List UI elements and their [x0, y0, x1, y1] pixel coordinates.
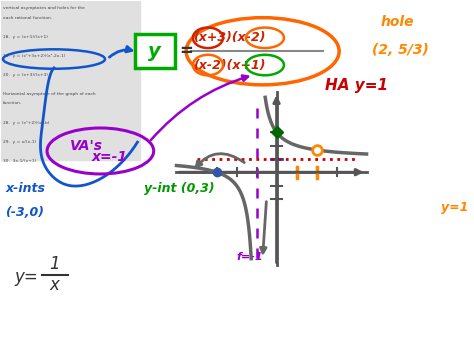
- Text: 29.  y = x/(x-1): 29. y = x/(x-1): [3, 140, 36, 144]
- Text: y=1: y=1: [441, 201, 468, 214]
- Text: x-ints: x-ints: [5, 182, 46, 195]
- Text: y: y: [148, 42, 161, 61]
- Text: =: =: [179, 42, 193, 60]
- Text: 18.  y = (x+1)/(x+1): 18. y = (x+1)/(x+1): [3, 35, 48, 39]
- Text: 20.  y = (x+3)/(x+3): 20. y = (x+3)/(x+3): [3, 73, 48, 77]
- Text: y=: y=: [15, 268, 38, 285]
- FancyBboxPatch shape: [135, 34, 174, 68]
- Text: vertical asymptotes and holes for the: vertical asymptotes and holes for the: [3, 6, 85, 10]
- Text: 1: 1: [49, 255, 59, 273]
- Text: f=-1: f=-1: [236, 252, 263, 262]
- Text: 19.  y = (x²+3x+2)/(x²-2x-1): 19. y = (x²+3x+2)/(x²-2x-1): [3, 54, 65, 58]
- Text: HA y=1: HA y=1: [325, 78, 388, 93]
- Text: each rational function.: each rational function.: [3, 16, 52, 20]
- Text: hole: hole: [381, 15, 414, 29]
- Text: x: x: [49, 276, 59, 294]
- Text: function.: function.: [3, 102, 22, 105]
- Bar: [0, 1, 140, 160]
- Text: 30.  3x-1/(x+1): 30. 3x-1/(x+1): [3, 159, 36, 163]
- Text: 28.  y = (x²+2)/(x²-b): 28. y = (x²+2)/(x²-b): [3, 121, 49, 125]
- Text: (x-2)(x+1): (x-2)(x+1): [193, 59, 265, 72]
- Text: (-3,0): (-3,0): [5, 206, 45, 219]
- Text: (2, 5/3): (2, 5/3): [372, 43, 428, 57]
- Text: VA's: VA's: [70, 139, 103, 153]
- Text: (x+3)(x-2): (x+3)(x-2): [193, 31, 265, 44]
- Text: Horizontal asymptote of the graph of each: Horizontal asymptote of the graph of eac…: [3, 92, 96, 96]
- Text: x=-1: x=-1: [91, 150, 128, 164]
- Text: y-int (0,3): y-int (0,3): [145, 182, 215, 195]
